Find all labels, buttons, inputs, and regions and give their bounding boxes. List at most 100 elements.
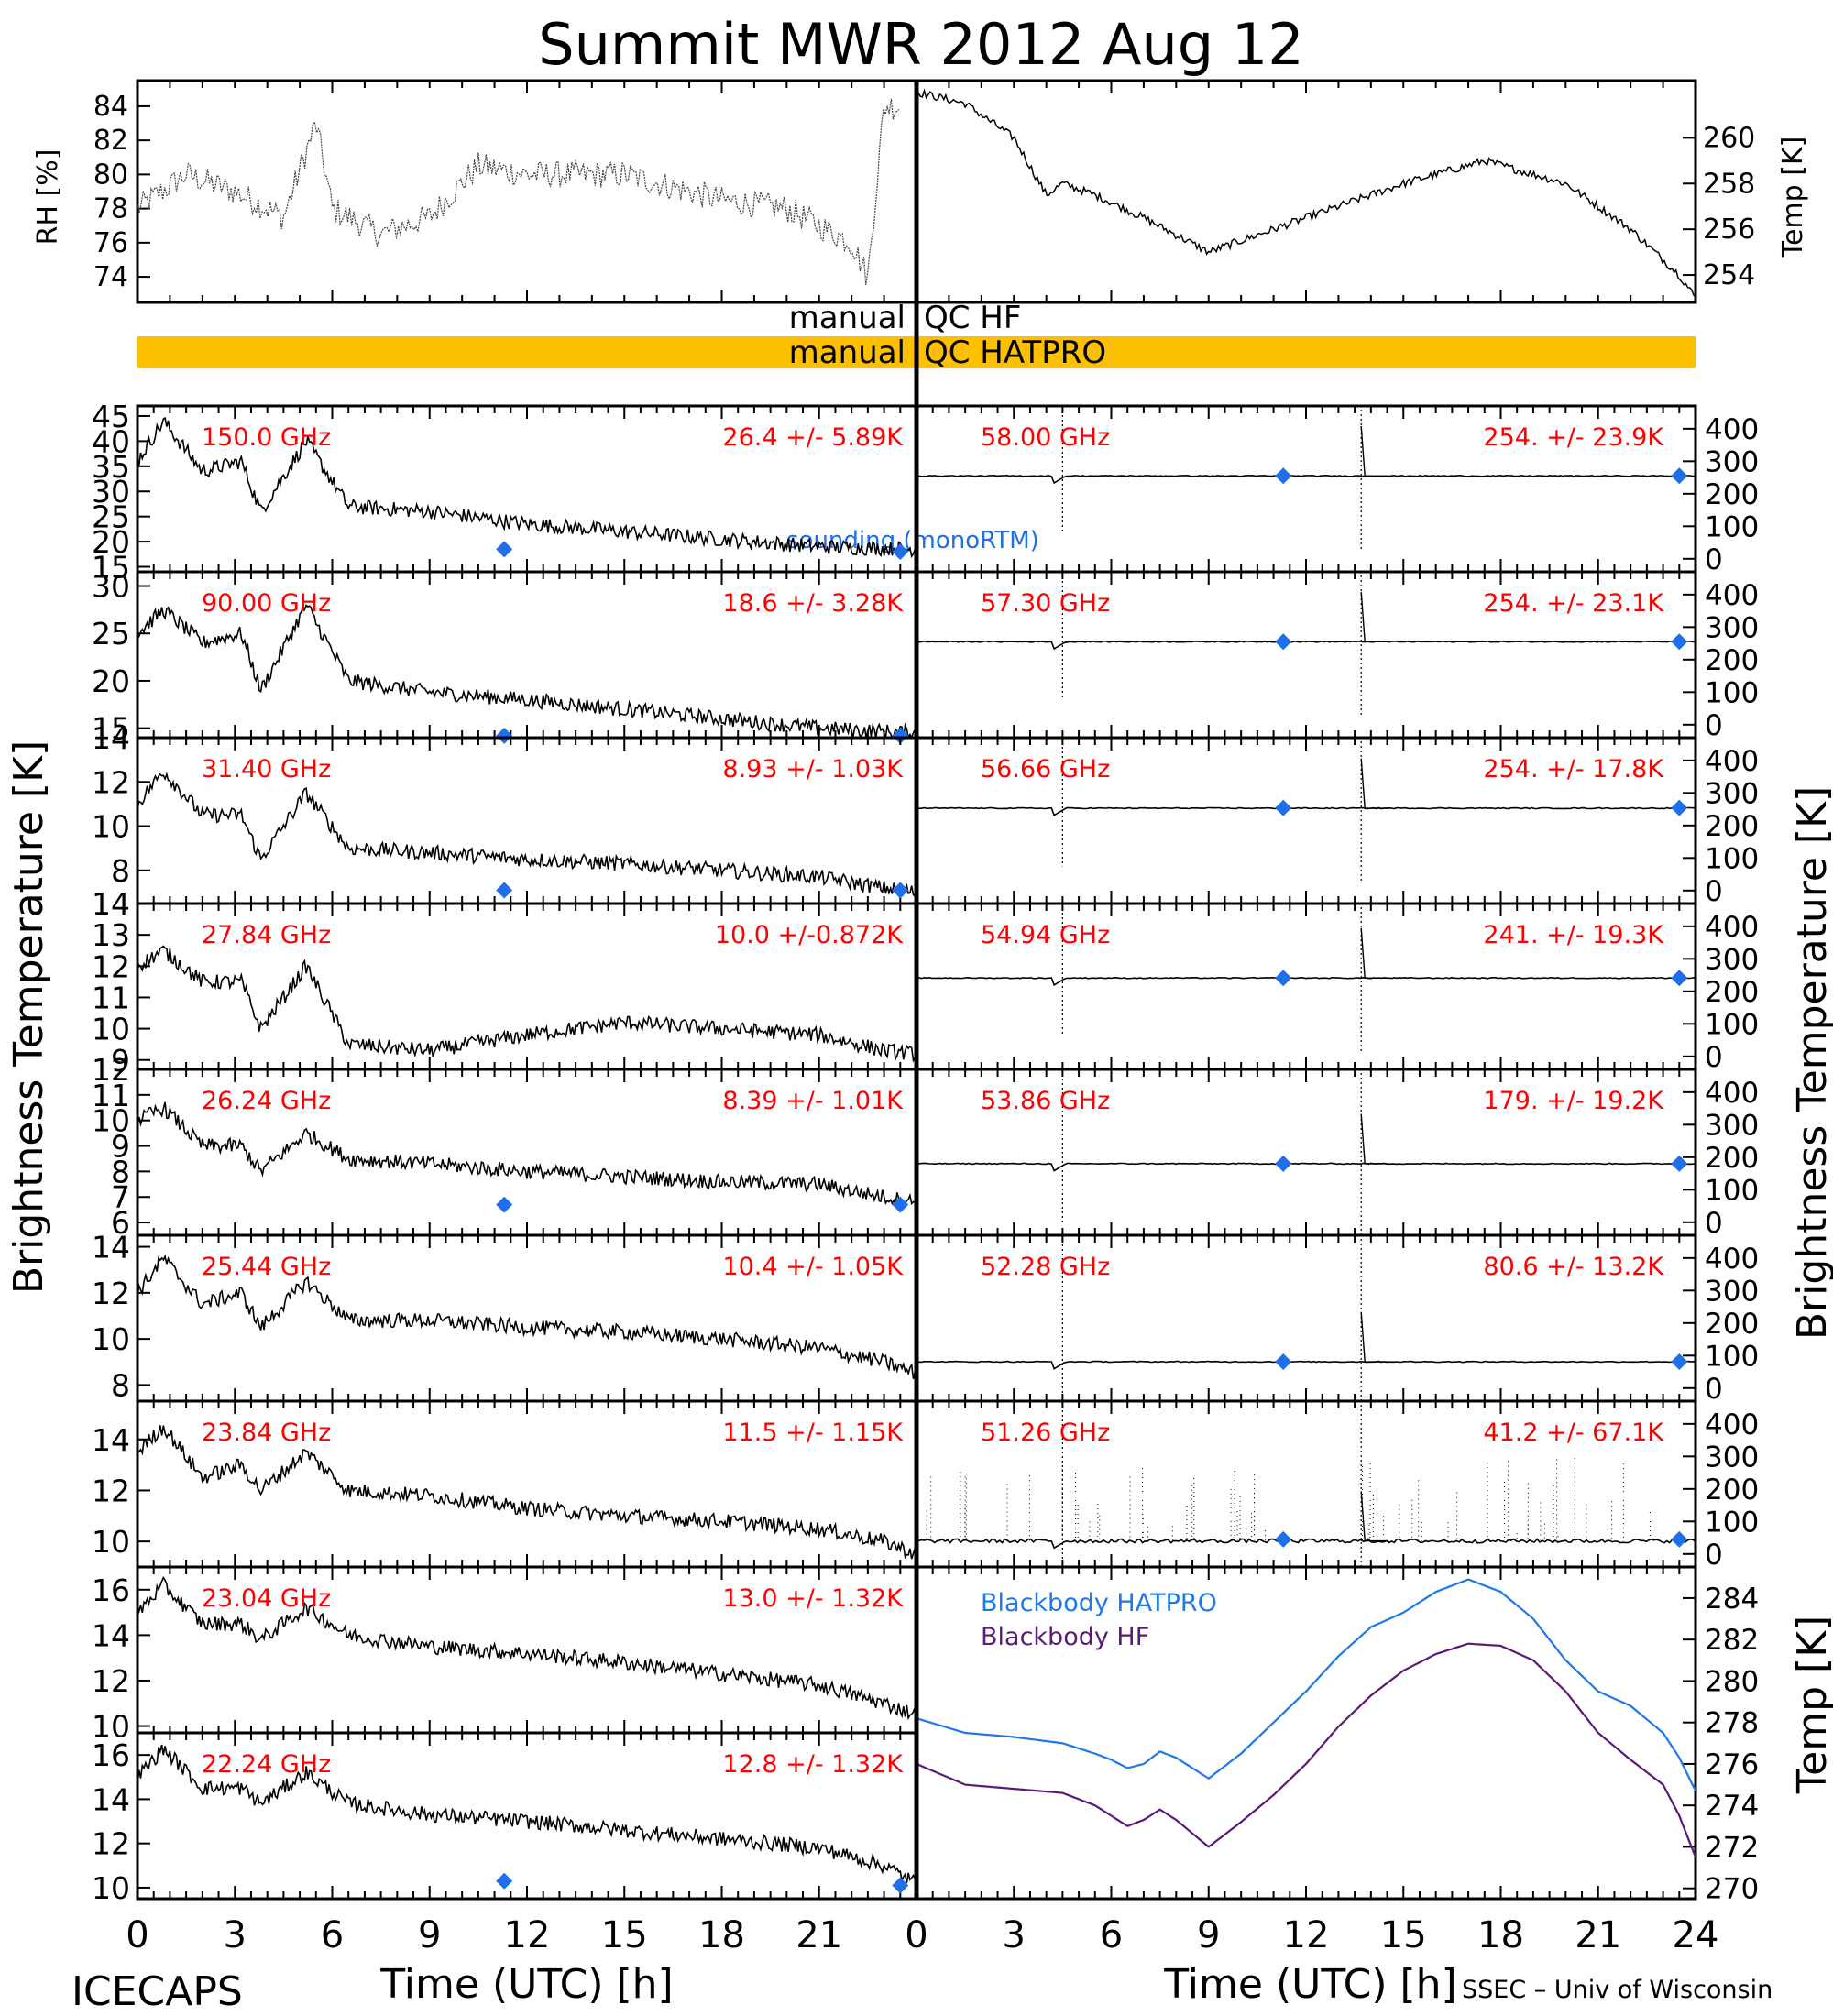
rh-ytick-label: 78 (93, 193, 128, 225)
right-xtick-label: 0 (905, 1914, 927, 1956)
left-panel-trace (137, 1254, 917, 1379)
blackbody-hatpro-line (916, 1578, 1696, 1791)
sounding-marker (1671, 970, 1688, 987)
right-panel-ytick-label: 100 (1705, 510, 1759, 543)
left-panel-ytick-label: 12 (92, 1473, 130, 1508)
right-panel-ytick-label: 300 (1705, 1441, 1759, 1474)
temp-ytick-label: 254 (1703, 259, 1755, 291)
figure-title: Summit MWR 2012 Aug 12 (538, 11, 1303, 78)
right-panel-stat-label: 254. +/- 23.9K (1483, 423, 1664, 452)
left-panel-stat-label: 8.93 +/- 1.03K (722, 755, 904, 783)
right-panel-trace (916, 640, 1696, 651)
right-panel-ytick-label: 0 (1705, 875, 1723, 908)
left-panel-ytick-label: 12 (92, 1826, 130, 1862)
right-xtick-label: 12 (1283, 1914, 1330, 1956)
sounding-marker (892, 543, 909, 561)
left-panel-8: 16 14 12 10 22.24 GHz 12.8 +/- 1.32K (92, 1731, 918, 1906)
sounding-marker (496, 1196, 513, 1213)
left-panel-ytick-label: 15 (92, 711, 130, 747)
right-panel-frequency-label: 54.94 GHz (981, 921, 1110, 949)
qc-hatpro-left-label: manual (789, 334, 906, 371)
left-panel-frequency-label: 31.40 GHz (202, 755, 331, 783)
blackbody-ytick-label: 280 (1705, 1665, 1759, 1698)
rh-series-line (137, 98, 900, 285)
sounding-marker (1671, 633, 1688, 651)
left-panel-stat-label: 12.8 +/- 1.32K (722, 1750, 904, 1779)
left-xaxis-title: Time (UTC) [h] (379, 1961, 673, 2008)
blackbody-ytick-label: 270 (1705, 1873, 1759, 1906)
right-panel-ytick-label: 0 (1705, 1373, 1723, 1406)
left-panel-ytick-label: 12 (92, 764, 130, 800)
left-panel-trace (137, 603, 917, 740)
left-panel-stat-label: 26.4 +/- 5.89K (722, 423, 904, 452)
left-panel-frequency-label: 23.84 GHz (202, 1419, 331, 1447)
left-panel-frequency-label: 150.0 GHz (202, 423, 331, 452)
sounding-marker (1671, 1353, 1688, 1371)
left-panel-frequency-label: 22.24 GHz (202, 1750, 331, 1779)
temp-ytick-label: 256 (1703, 214, 1755, 246)
left-panel-ytick-label: 45 (92, 399, 130, 434)
right-panel-stat-label: 241. +/- 19.3K (1483, 921, 1664, 949)
sounding-marker (1275, 799, 1292, 816)
left-xtick-label: 6 (321, 1914, 344, 1956)
right-panel-frequency-label: 53.86 GHz (981, 1087, 1110, 1115)
left-panel-ytick-label: 9 (111, 1129, 130, 1165)
right-yaxis-title: Brightness Temperature [K] (1789, 786, 1833, 1340)
left-panel-6: 14 12 10 23.84 GHz 11.5 +/- 1.15K (92, 1399, 918, 1569)
right-panel-frequency-label: 52.28 GHz (981, 1253, 1110, 1281)
footer-right-label: SSEC – Univ of Wisconsin (1462, 1976, 1773, 2004)
left-panel-stat-label: 8.39 +/- 1.01K (722, 1087, 904, 1115)
left-panel-ytick-label: 10 (92, 1321, 130, 1357)
rh-ytick-label: 82 (93, 125, 128, 157)
right-xtick-label: 15 (1380, 1914, 1427, 1956)
rh-ytick-label: 76 (93, 227, 128, 259)
right-panel-frequency-label: 56.66 GHz (981, 755, 1110, 783)
right-panel-ytick-label: 200 (1705, 976, 1759, 1009)
right-panel-ytick-label: 100 (1705, 1174, 1759, 1207)
left-panel-ytick-label: 10 (92, 1524, 130, 1560)
sounding-marker (496, 727, 513, 744)
sounding-marker (1671, 1530, 1688, 1548)
left-panel-trace (137, 1576, 917, 1721)
right-panel-ytick-label: 300 (1705, 445, 1759, 478)
temp-axis-title: Temp [K] (1777, 137, 1809, 259)
right-xtick-label: 21 (1575, 1914, 1621, 1956)
blackbody-ytick-label: 284 (1705, 1583, 1759, 1616)
left-panel-ytick-label: 10 (92, 1012, 130, 1047)
qc-hatpro-right-label: QC HATPRO (924, 334, 1106, 371)
left-panel-ytick-label: 30 (92, 569, 130, 605)
sounding-marker (892, 1877, 909, 1894)
left-xtick-label: 15 (601, 1914, 648, 1956)
left-panel-ytick-label: 11 (92, 980, 130, 1015)
left-panel-ytick-label: 9 (111, 1043, 130, 1079)
right-panel-ytick-label: 400 (1705, 579, 1759, 612)
sounding-marker (1275, 467, 1292, 485)
right-panel-trace (916, 976, 1696, 987)
sounding-marker (892, 727, 909, 744)
sounding-marker (1275, 1155, 1292, 1172)
left-panel-ytick-label: 13 (92, 917, 130, 953)
left-panel-ytick-label: 15 (92, 550, 130, 586)
right-panel-ytick-label: 200 (1705, 478, 1759, 511)
right-panel-ytick-label: 0 (1705, 1207, 1723, 1240)
left-panel-trace (137, 1744, 917, 1885)
right-xtick-label: 3 (1003, 1914, 1026, 1956)
right-xtick-label: 24 (1673, 1914, 1719, 1956)
left-yaxis-title: Brightness Temperature [K] (5, 740, 52, 1294)
right-xtick-label: 18 (1477, 1914, 1524, 1956)
right-panel-ytick-label: 400 (1705, 745, 1759, 778)
left-panel-frequency-label: 26.24 GHz (202, 1087, 331, 1115)
right-panel-ytick-label: 200 (1705, 810, 1759, 843)
left-panel-ytick-label: 10 (92, 1870, 130, 1906)
right-panel-ytick-label: 0 (1705, 1539, 1723, 1572)
left-panel-ytick-label: 11 (92, 1078, 130, 1113)
right-panel-ytick-label: 300 (1705, 1109, 1759, 1142)
temp-ytick-label: 260 (1703, 122, 1755, 154)
left-panel-stat-label: 18.6 +/- 3.28K (722, 589, 904, 618)
right-panel-ytick-label: 300 (1705, 777, 1759, 810)
